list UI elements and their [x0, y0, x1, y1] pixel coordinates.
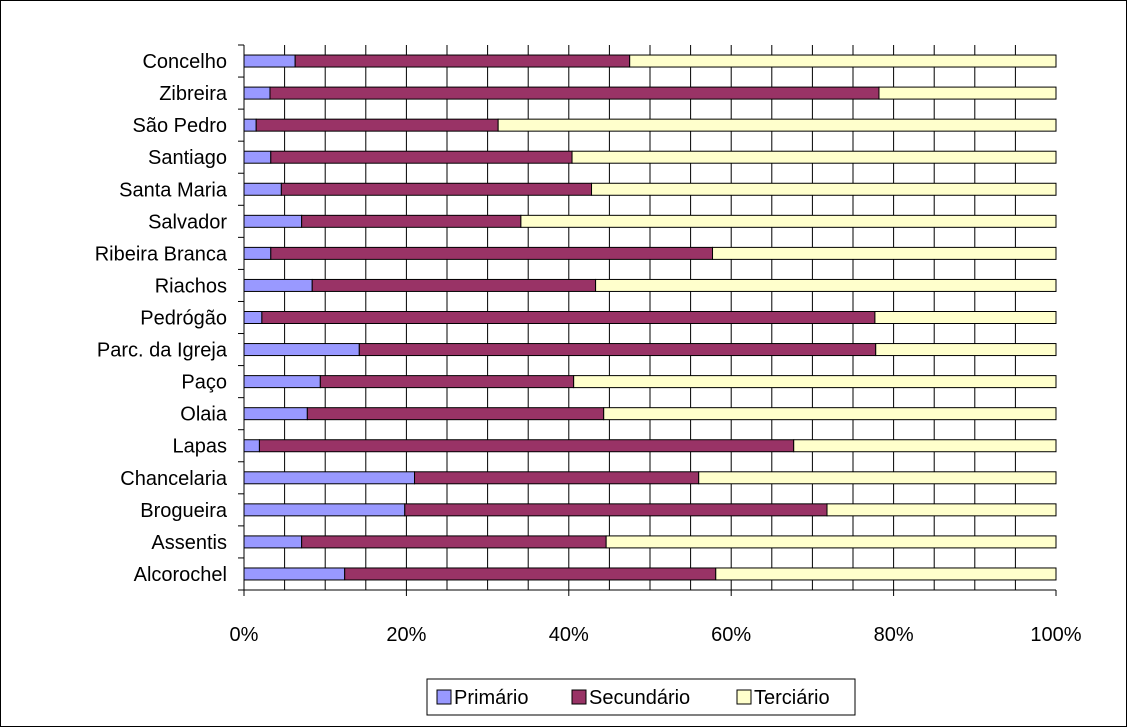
bar-primario [243, 343, 360, 357]
bar-terciario [875, 343, 1057, 357]
category-label: Salvador [148, 211, 227, 233]
bar-primario [243, 182, 282, 196]
bar-primario [243, 278, 313, 292]
legend-swatch [736, 689, 752, 705]
bar-secundario [280, 182, 593, 196]
category-label: Santa Maria [119, 179, 228, 201]
x-tick-label: 20% [386, 624, 426, 646]
bar-terciario [874, 311, 1057, 324]
bar-terciario [715, 567, 1057, 581]
legend-label: Secundário [589, 687, 690, 709]
x-tick-label: 80% [874, 624, 914, 646]
bar-terciario [878, 86, 1057, 100]
category-label: Brogueira [140, 500, 228, 522]
bar-secundario [358, 343, 877, 357]
bar-secundario [311, 278, 597, 292]
category-label: Ribeira Branca [95, 243, 228, 265]
bar-primario [243, 214, 303, 228]
bar-primario [243, 439, 260, 453]
category-label: Parc. da Igreja [97, 340, 228, 362]
bar-terciario [573, 375, 1057, 389]
category-label: Chancelaria [120, 468, 228, 490]
bar-terciario [591, 182, 1057, 196]
bar-terciario [629, 54, 1057, 68]
bar-primario [243, 375, 321, 389]
bar-secundario [270, 150, 573, 164]
x-tick-label: 60% [711, 624, 751, 646]
bar-terciario [712, 246, 1057, 260]
legend-box [426, 678, 856, 716]
category-label: Santiago [148, 147, 227, 169]
bar-secundario [294, 54, 631, 68]
axes-layer [238, 44, 1057, 596]
category-label: São Pedro [132, 115, 227, 137]
bar-secundario [269, 86, 880, 100]
labels-layer: Concelho Zibreira São Pedro Santiago Santa M… [95, 51, 1082, 646]
bar-secundario [258, 439, 795, 453]
bar-terciario [793, 439, 1057, 453]
bar-primario [243, 471, 416, 485]
category-label: Riachos [155, 275, 227, 297]
bar-secundario [414, 471, 700, 485]
bar-primario [243, 311, 263, 324]
legend-swatch [571, 689, 587, 705]
bar-secundario [404, 503, 828, 517]
legend-label: Terciário [754, 687, 830, 709]
bar-terciario [520, 214, 1057, 228]
bar-primario [243, 118, 257, 132]
bar-terciario [605, 535, 1057, 549]
category-label: Concelho [142, 51, 227, 73]
bar-secundario [306, 407, 605, 421]
bar-secundario [270, 246, 714, 260]
legend-swatch [436, 689, 452, 705]
bar-terciario [826, 503, 1057, 517]
category-label: Lapas [173, 436, 228, 458]
bar-primario [243, 150, 272, 164]
category-label: Zibreira [159, 83, 228, 105]
x-tick-label: 100% [1030, 624, 1081, 646]
bar-primario [243, 54, 296, 68]
category-label: Olaia [180, 404, 228, 426]
legend: Primário Secundário Terciário [426, 678, 856, 716]
category-label: Alcorochel [134, 564, 227, 586]
x-tick-label: 40% [549, 624, 589, 646]
bar-terciario [595, 278, 1057, 292]
bar-secundario [301, 535, 607, 549]
x-tick-label: 0% [230, 624, 259, 646]
bar-terciario [571, 150, 1057, 164]
bar-secundario [344, 567, 717, 581]
bar-secundario [261, 311, 876, 324]
category-label: Assentis [151, 532, 227, 554]
bar-primario [243, 246, 272, 260]
category-label: Pedrógão [140, 308, 227, 330]
bar-primario [243, 407, 308, 421]
bar-primario [243, 535, 303, 549]
bar-primario [243, 567, 346, 581]
bar-secundario [301, 214, 522, 228]
bar-secundario [319, 375, 575, 389]
bar-secundario [255, 118, 499, 132]
legend-label: Primário [454, 687, 528, 709]
bar-primario [243, 503, 406, 517]
bar-terciario [698, 471, 1057, 485]
bar-terciario [497, 118, 1057, 132]
bar-primario [243, 86, 271, 100]
category-label: Paço [181, 372, 227, 394]
bar-terciario [603, 407, 1057, 421]
